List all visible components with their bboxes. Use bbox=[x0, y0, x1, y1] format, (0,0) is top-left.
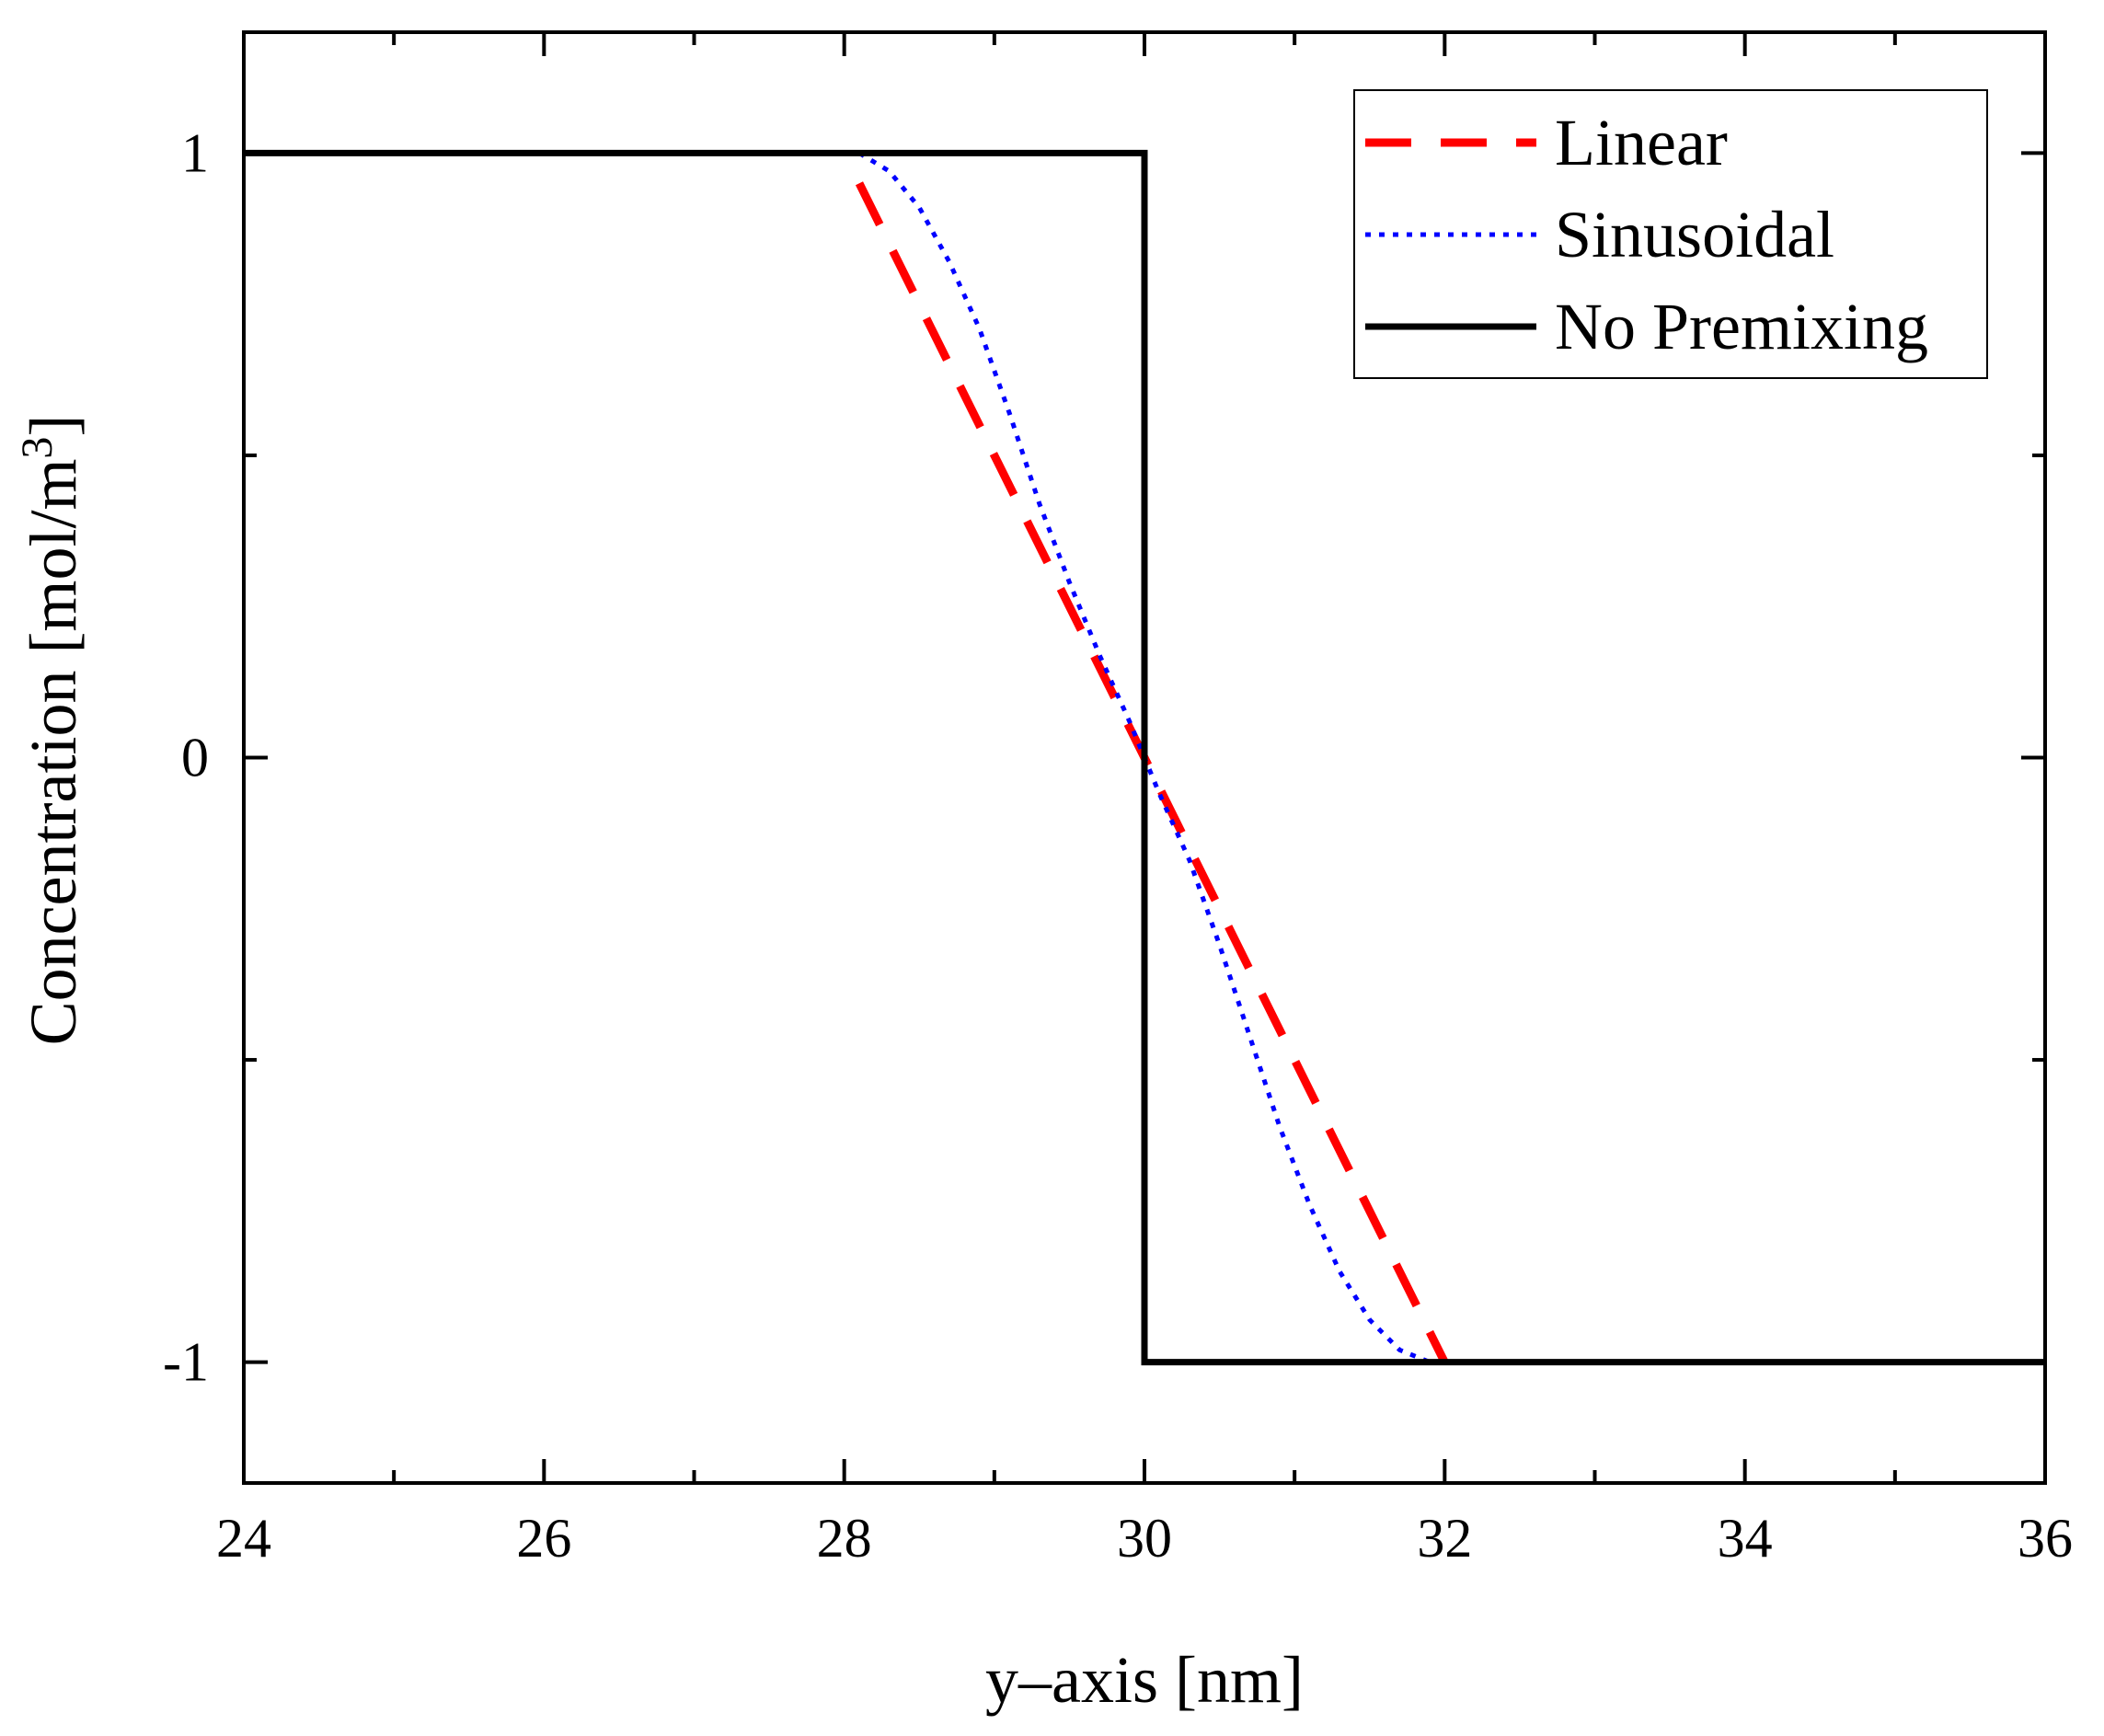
x-axis-title: y–axis [nm] bbox=[985, 1643, 1304, 1717]
y-axis-title: Concentration [mol/m3] bbox=[13, 415, 90, 1046]
tick-labels: 24 26 28 30 32 34 36 1 0 -1 bbox=[163, 122, 2073, 1569]
x-tick-label: 34 bbox=[1718, 1508, 1773, 1569]
series-no-premixing bbox=[244, 149, 2045, 1366]
series-layer bbox=[244, 149, 2045, 1366]
y-axis-title-main: Concentration [mol/m bbox=[17, 459, 90, 1046]
x-tick-label: 28 bbox=[817, 1508, 872, 1569]
x-tick-label: 26 bbox=[516, 1508, 571, 1569]
series-linear bbox=[855, 181, 1449, 1364]
y-axis-title-superscript: 3 bbox=[13, 437, 62, 459]
ticks-layer bbox=[242, 32, 2047, 1483]
y-axis-title-suffix: ] bbox=[17, 415, 90, 437]
y-tick-label: 0 bbox=[181, 728, 209, 788]
x-tick-label: 32 bbox=[1417, 1508, 1472, 1569]
y-tick-label: -1 bbox=[163, 1332, 209, 1393]
legend-label-sinusoidal: Sinusoidal bbox=[1555, 198, 1834, 271]
x-tick-label: 24 bbox=[216, 1508, 271, 1569]
y-tick-label: 1 bbox=[181, 122, 209, 183]
legend-items: Linear Sinusoidal No Premixing bbox=[1365, 106, 1928, 363]
legend-box bbox=[1353, 89, 1988, 379]
legend-label-linear: Linear bbox=[1555, 106, 1728, 179]
x-tick-label: 30 bbox=[1117, 1508, 1172, 1569]
legend: Linear Sinusoidal No Premixing bbox=[1353, 89, 1988, 379]
legend-label-no-premixing: No Premixing bbox=[1555, 290, 1928, 363]
x-tick-label: 36 bbox=[2018, 1508, 2073, 1569]
